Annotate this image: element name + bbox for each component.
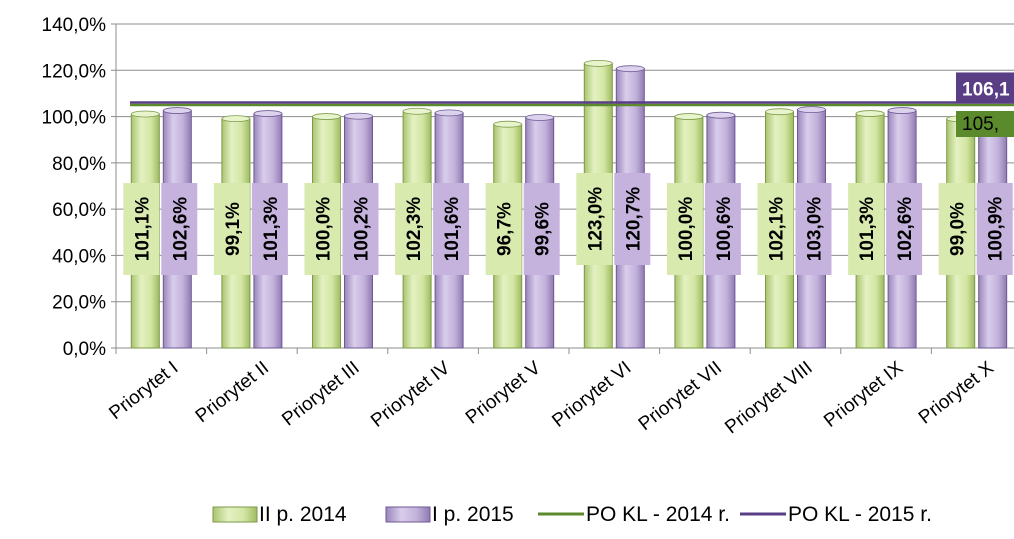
data-label-box (304, 183, 341, 275)
y-tick-label: 60,0% (52, 200, 106, 221)
legend-label: PO KL - 2015 r. (788, 503, 932, 526)
bar-top (253, 110, 283, 117)
data-label-box (213, 183, 250, 275)
data-label: 102,6% (170, 197, 191, 262)
reference-lines (130, 101, 1014, 107)
legend-label: I p. 2015 (432, 503, 514, 526)
data-label-box (795, 183, 832, 275)
data-label: 101,3% (261, 197, 282, 262)
bar-top (797, 106, 826, 114)
bar-top (615, 65, 645, 73)
bar-top (221, 115, 251, 123)
bar-top (887, 107, 917, 114)
data-label: 102,3% (404, 197, 425, 262)
legend-po-kl-2015: PO KL - 2015 r. (740, 503, 932, 526)
data-labels: 105, 106,1 101,1% 99,1% 100,0% 102,3% 96,7% 123… (123, 72, 1014, 275)
reference-label-box (956, 111, 1014, 137)
data-label-box (251, 183, 288, 275)
data-label: 100,6% (714, 197, 735, 262)
legend-i-p-2015: I p. 2015 (385, 503, 514, 526)
bar-top (312, 113, 341, 120)
data-label: 100,0% (314, 197, 335, 262)
y-tick-label: 120,0% (42, 61, 107, 82)
bar-top (493, 120, 523, 128)
y-tick-label: 20,0% (52, 293, 106, 314)
data-label: 96,7% (495, 202, 516, 256)
data-label-box (395, 183, 432, 275)
data-label-box (614, 173, 651, 265)
legend-po-kl-2014: PO KL - 2014 r. (538, 503, 730, 526)
bar-top (525, 114, 555, 121)
legend-swatch (385, 506, 431, 523)
x-tick-label: Priorytet IX (820, 357, 907, 432)
x-tick-label: Priorytet I (105, 357, 182, 424)
data-label: 102,6% (895, 197, 916, 262)
data-label: 123,0% (585, 187, 606, 252)
data-label-box (938, 183, 975, 275)
bar-top (706, 111, 736, 119)
legend-swatch (212, 506, 258, 523)
bar-top (855, 110, 885, 117)
x-tick-label: Priorytet II (192, 357, 273, 427)
bar-top (765, 108, 794, 116)
y-tick-label: 100,0% (42, 108, 107, 129)
data-label-box (576, 173, 613, 265)
x-tick-label: Priorytet III (278, 357, 363, 430)
x-tick-label: Priorytet X (915, 357, 998, 428)
data-label-box (848, 183, 885, 275)
data-label-box (342, 183, 379, 275)
data-label: 100,0% (676, 197, 697, 262)
bar-top (130, 110, 160, 118)
data-label-box (523, 183, 560, 275)
data-label: 120,7% (623, 187, 644, 252)
data-label: 102,1% (767, 197, 788, 262)
data-label: 100,9% (986, 197, 1007, 262)
reference-line-label: 106,1 (962, 79, 1010, 100)
data-label: 99,6% (533, 202, 554, 256)
data-label-box (704, 183, 741, 275)
data-label: 101,6% (442, 197, 463, 262)
bar-top (434, 109, 464, 117)
reference-line-label: 105, (962, 114, 999, 135)
data-label-box (123, 183, 160, 275)
bar-top (674, 113, 704, 120)
data-label-box (161, 183, 198, 275)
reference-label-box (956, 72, 1014, 103)
bar-top (583, 59, 613, 67)
y-tick-label: 80,0% (52, 154, 106, 175)
data-label-box (976, 183, 1013, 275)
data-label-box (485, 183, 522, 275)
data-label-box (433, 183, 470, 275)
y-tick-label: 140,0% (42, 15, 107, 36)
legend-label: II p. 2014 (259, 503, 347, 526)
legend-ii-p-2014: II p. 2014 (212, 503, 347, 526)
y-tick-label: 40,0% (52, 246, 106, 267)
legend: II p. 2014 I p. 2015 PO KL - 2014 r. PO KL … (212, 503, 932, 526)
data-label: 99,1% (223, 202, 244, 256)
x-tick-label: Priorytet VI (548, 357, 635, 431)
data-label: 100,2% (352, 197, 373, 262)
bar-top (402, 107, 432, 115)
data-label: 101,3% (857, 197, 878, 262)
data-label-box (757, 183, 794, 275)
x-tick-label: Priorytet IV (367, 357, 454, 432)
x-tick-label: Priorytet VII (635, 357, 726, 435)
bar-top (344, 112, 373, 120)
data-label: 99,0% (948, 202, 969, 256)
y-tick-label: 0,0% (63, 339, 106, 360)
data-label-box (886, 183, 923, 275)
x-tick-label: Priorytet V (462, 357, 545, 428)
data-label: 101,1% (132, 197, 153, 262)
bar-top (162, 107, 192, 114)
data-label-box (666, 183, 703, 275)
data-label: 103,0% (805, 197, 826, 262)
x-tick-label: Priorytet VIII (721, 357, 816, 438)
legend-label: PO KL - 2014 r. (586, 503, 730, 526)
